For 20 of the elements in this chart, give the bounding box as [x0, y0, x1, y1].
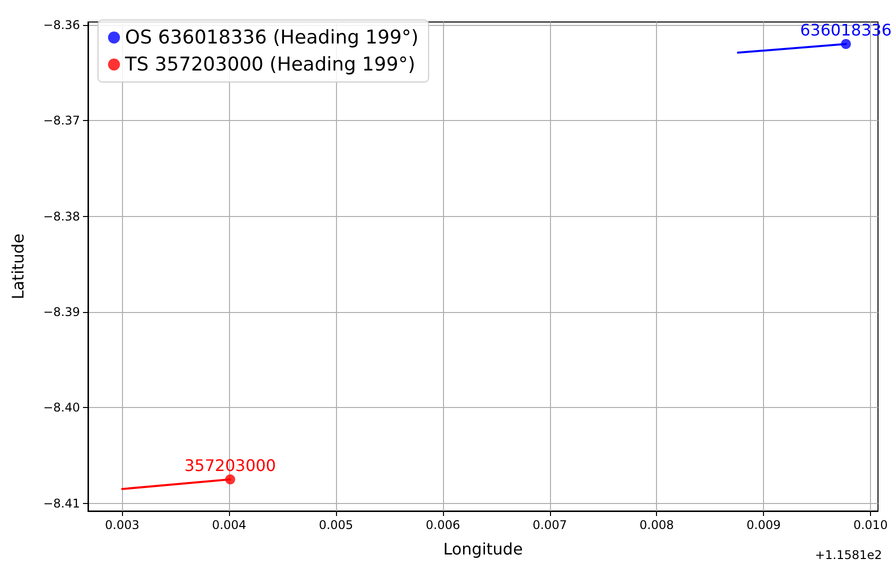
x-tick-label: 0.003 — [105, 518, 140, 532]
annotation: 357203000 — [184, 456, 276, 475]
x-tick-label: 0.009 — [746, 518, 781, 532]
y-tick-label: −8.36 — [43, 18, 80, 32]
x-tick-label: 0.005 — [318, 518, 354, 532]
y-tick-label: −8.37 — [43, 114, 80, 128]
x-axis-title: Longitude — [443, 540, 523, 558]
legend-label: OS 636018336 (Heading 199°) — [125, 26, 419, 48]
x-tick-label: 0.004 — [212, 518, 246, 532]
y-tick-label: −8.39 — [43, 304, 80, 319]
x-tick-label: 0.006 — [426, 518, 460, 532]
x-tick-label: 0.010 — [853, 518, 888, 532]
x-tick-label: 0.007 — [532, 518, 567, 532]
y-tick-label: −8.41 — [43, 496, 80, 510]
y-axis-title: Latitude — [8, 234, 28, 300]
legend-label: TS 357203000 (Heading 199°) — [124, 54, 416, 76]
x-tick-label: 0.008 — [640, 518, 674, 532]
y-tick-label: −8.40 — [43, 400, 80, 415]
y-tick-label: −8.38 — [43, 209, 80, 224]
text: +1.1581e2 — [814, 548, 882, 562]
